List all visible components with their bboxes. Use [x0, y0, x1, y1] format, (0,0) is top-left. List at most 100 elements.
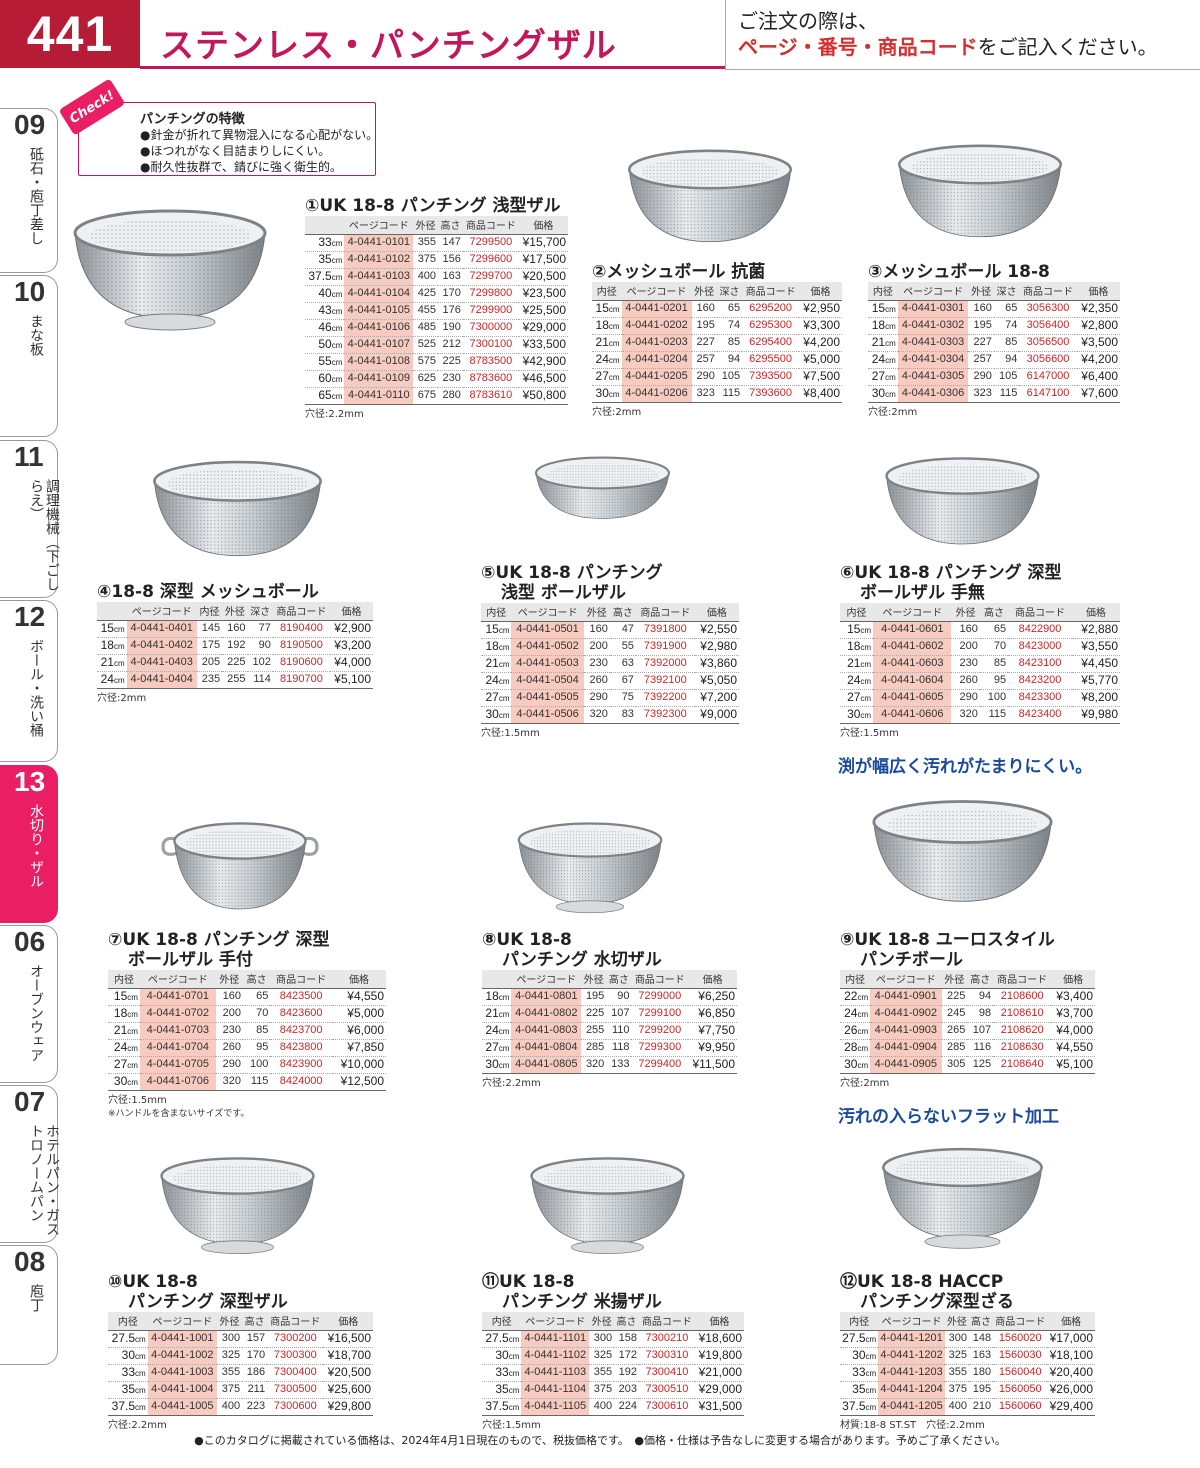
table-row: 15cm 4-0441-0701 160 65 8423500 ¥4,550 [108, 988, 386, 1006]
spec-table: 内径 ページコード 外径 高さ 商品コード 価格 22cm 4-0441-0901 225 94 2… [840, 970, 1095, 1074]
table-row: 18cm 4-0441-0602 200 70 8423000 ¥3,550 [840, 638, 1120, 656]
size-unit: cm [331, 391, 343, 401]
price-cell: ¥2,880 [1071, 621, 1120, 639]
tagline-flat-finish: 汚れの入らないフラット加工 [838, 1107, 1059, 1127]
size-cell: 21cm [840, 655, 874, 673]
product-block-11: ⑪UK 18-8 パンチング 米揚ザル 内径 ページコード 外径 高さ 商品コード 価格 27.… [482, 1272, 744, 1431]
dimension-cell: 223 [242, 1398, 268, 1416]
order-note-tail: をご記入ください。 [977, 35, 1158, 59]
column-header: 深さ [993, 282, 1020, 301]
column-header: 高さ [438, 216, 463, 235]
dimension-cell: 400 [217, 1398, 243, 1416]
product-block-12: ⑫UK 18-8 HACCP パンチング深型ざる 内径 ページコード 外径 高さ 商品コード… [840, 1272, 1095, 1431]
tab-07[interactable]: 07 ホテルパン・ガストロノームパン [0, 1085, 60, 1243]
column-header: 価格 [1076, 282, 1120, 301]
dimension-cell: 107 [606, 1005, 632, 1023]
dimension-cell: 190 [438, 319, 463, 337]
size-value: 24 [871, 351, 886, 366]
column-header: 価格 [694, 1312, 744, 1331]
size-cell: 27cm [482, 1039, 512, 1057]
column-header: 商品コード [993, 970, 1052, 989]
size-cell: 60cm [305, 370, 345, 388]
size-cell: 18cm [97, 637, 127, 655]
size-value: 18 [113, 1005, 128, 1020]
tab-09[interactable]: 09 砥石・庖丁差し [0, 108, 58, 273]
table-row: 18cm 4-0441-0502 200 55 7391900 ¥2,980 [481, 638, 739, 656]
size-unit: cm [498, 1009, 510, 1019]
size-value: 37.5 [485, 1398, 509, 1413]
tab-08[interactable]: 08 庖丁 [0, 1245, 58, 1365]
size-value: 30 [844, 1056, 858, 1071]
size-value: 35 [318, 251, 332, 266]
product-title: ⑤UK 18-8 パンチング [481, 563, 663, 583]
dimension-cell: 290 [951, 689, 980, 707]
price-cell: ¥31,500 [694, 1398, 744, 1416]
page-code-cell: 4-0441-0702 [139, 1005, 216, 1023]
size-cell: 37.5cm [482, 1398, 522, 1416]
size-cell: 27cm [868, 368, 898, 386]
price-cell: ¥2,800 [1076, 317, 1120, 335]
dimension-cell: 47 [609, 621, 636, 639]
table-row: 27cm 4-0441-0505 290 75 7392200 ¥7,200 [481, 689, 739, 707]
column-header: 外径 [583, 603, 610, 622]
product-code-cell: 2108620 [993, 1022, 1052, 1040]
page-code-cell: 4-0441-1001 [147, 1330, 218, 1348]
page-code-cell: 4-0441-1104 [521, 1381, 590, 1399]
dimension-cell: 85 [993, 334, 1020, 352]
size-unit: cm [885, 372, 896, 382]
column-header: ページコード [870, 970, 942, 989]
dimension-cell: 375 [589, 1381, 615, 1399]
size-cell: 37.5cm [108, 1398, 148, 1416]
price-cell: ¥7,500 [799, 368, 842, 386]
page-code-cell: 4-0441-0306 [897, 385, 969, 403]
tab-12[interactable]: 12 ボール・洗い桶 [0, 600, 58, 762]
table-row: 27.5cm 4-0441-1101 300 158 7300210 ¥18,600 [482, 1330, 744, 1348]
dimension-cell: 107 [967, 1022, 994, 1040]
product-code-cell: 7299700 [462, 268, 519, 286]
price-cell: ¥2,550 [694, 621, 739, 639]
size-unit: cm [508, 1385, 520, 1395]
size-value: 24 [847, 672, 861, 687]
column-header: 外径 [589, 1312, 615, 1331]
page-code-cell: 4-0441-0904 [870, 1039, 942, 1057]
product-code-cell: 7392100 [635, 672, 695, 690]
price-cell: ¥19,800 [694, 1347, 744, 1365]
price-cell: ¥3,200 [329, 637, 373, 655]
size-cell: 35cm [840, 1381, 879, 1399]
size-value: 27 [113, 1056, 128, 1071]
tab-label: 庖丁 [28, 1284, 44, 1312]
page-code-cell: 4-0441-0506 [511, 706, 584, 724]
price-cell: ¥9,950 [688, 1039, 737, 1057]
size-cell: 18cm [840, 638, 874, 656]
product-code-cell: 7300510 [638, 1381, 695, 1399]
tab-11[interactable]: 11 調理機械（下ごしらえ） [0, 440, 60, 598]
product-code-cell: 1560020 [993, 1330, 1048, 1348]
column-header: 外径 [222, 602, 248, 621]
product-code-cell: 1560030 [993, 1347, 1048, 1365]
size-unit: cm [865, 1368, 877, 1378]
tab-number: 13 [14, 766, 46, 797]
dimension-cell: 355 [413, 234, 439, 252]
dimension-cell: 85 [716, 334, 743, 352]
table-row: 21cm 4-0441-0703 230 85 8423700 ¥6,000 [108, 1022, 386, 1040]
product-image-3 [897, 144, 1063, 238]
page-code-cell: 4-0441-0304 [897, 351, 969, 369]
size-unit: cm [135, 1368, 146, 1378]
page-code-cell: 4-0441-0502 [511, 638, 584, 656]
page-code-cell: 4-0441-0501 [511, 621, 584, 639]
size-value: 18 [485, 988, 499, 1003]
product-code-cell: 1560040 [993, 1364, 1048, 1382]
size-value: 55 [318, 353, 332, 368]
page-code-cell: 4-0441-1203 [878, 1364, 945, 1382]
tab-06[interactable]: 06 オーブンウェア [0, 925, 58, 1083]
price-cell: ¥4,200 [1076, 351, 1120, 369]
dimension-cell: 285 [941, 1039, 968, 1057]
tab-10[interactable]: 10 まな板 [0, 275, 58, 437]
dimension-cell: 255 [222, 671, 248, 689]
size-cell: 27cm [108, 1056, 140, 1074]
tab-13[interactable]: 13 水切り・ザル [0, 765, 58, 923]
size-unit: cm [508, 1402, 520, 1412]
dimension-cell: 195 [691, 317, 717, 335]
tab-label: 水切り・ザル [28, 804, 44, 888]
size-unit: cm [127, 1009, 138, 1019]
